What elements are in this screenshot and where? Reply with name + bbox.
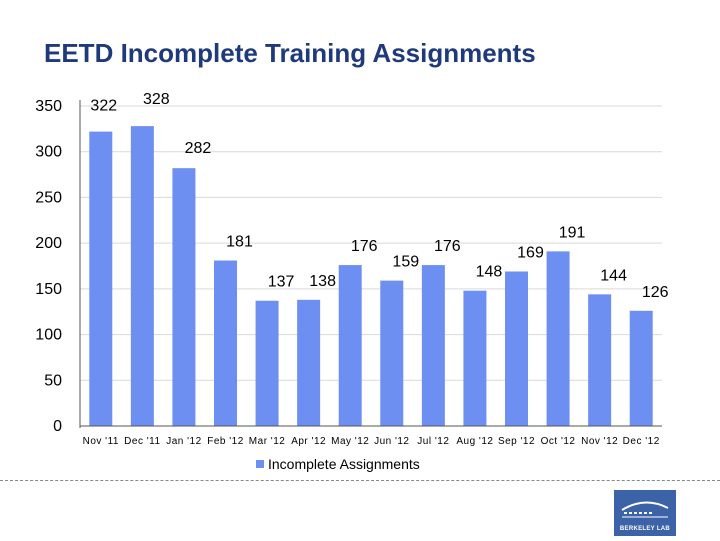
data-label: 169 [517,244,544,261]
x-tick-label: Dec '11 [124,436,160,447]
legend-label: Incomplete Assignments [268,456,420,472]
y-tick-label: 300 [35,144,62,161]
legend-swatch [256,460,264,468]
data-label: 148 [476,264,503,281]
data-label: 191 [559,224,586,241]
berkeley-lab-logo: BERKELEY LAB [614,490,676,536]
data-label: 138 [309,273,336,290]
data-label: 159 [392,254,419,271]
x-tick-label: Feb '12 [207,436,244,447]
data-label: 126 [642,284,669,301]
bar [463,290,487,426]
bar [505,271,528,426]
y-tick-label: 0 [53,418,62,435]
data-label: 176 [351,238,378,255]
y-tick-label: 150 [35,281,62,298]
bar [89,131,113,426]
page-title: EETD Incomplete Training Assignments [44,38,536,68]
footer-divider [0,480,720,481]
x-tick-label: May '12 [331,436,369,447]
bar [338,265,362,426]
y-tick-label: 250 [35,189,62,206]
x-tick-label: Dec '12 [623,436,660,447]
y-tick-label: 100 [35,327,62,344]
x-tick-label: Aug '12 [456,436,493,447]
y-tick-label: 50 [44,372,62,389]
data-label: 282 [185,140,212,157]
x-tick-label: Apr '12 [291,436,326,447]
x-tick-label: Nov '12 [581,436,618,447]
x-tick-label: Mar '12 [249,436,286,447]
bar [297,299,321,426]
data-label: 322 [90,98,117,115]
data-label: 181 [226,234,253,251]
bar [380,280,404,426]
y-tick-label: 200 [35,235,62,252]
lab-building-icon [621,501,669,518]
y-tick-label: 350 [35,98,62,115]
x-tick-label: Jun '12 [374,436,409,447]
x-tick-label: Nov '11 [83,436,119,447]
bar [421,265,445,426]
x-tick-label: Oct '12 [541,436,576,447]
data-label: 144 [600,267,627,284]
bar [130,126,154,426]
x-tick-label: Jan '12 [166,436,201,447]
logo-text: BERKELEY LAB [619,526,671,532]
data-label: 328 [143,91,170,108]
bar [588,294,612,426]
bar [255,300,279,426]
bar [546,251,570,426]
bar [214,260,237,426]
data-label: 137 [268,274,295,291]
legend: Incomplete Assignments [256,456,420,472]
data-label: 176 [434,238,461,255]
x-tick-label: Jul '12 [417,436,449,447]
x-tick-label: Sep '12 [498,436,535,447]
bar [629,310,653,426]
bar [172,168,196,426]
